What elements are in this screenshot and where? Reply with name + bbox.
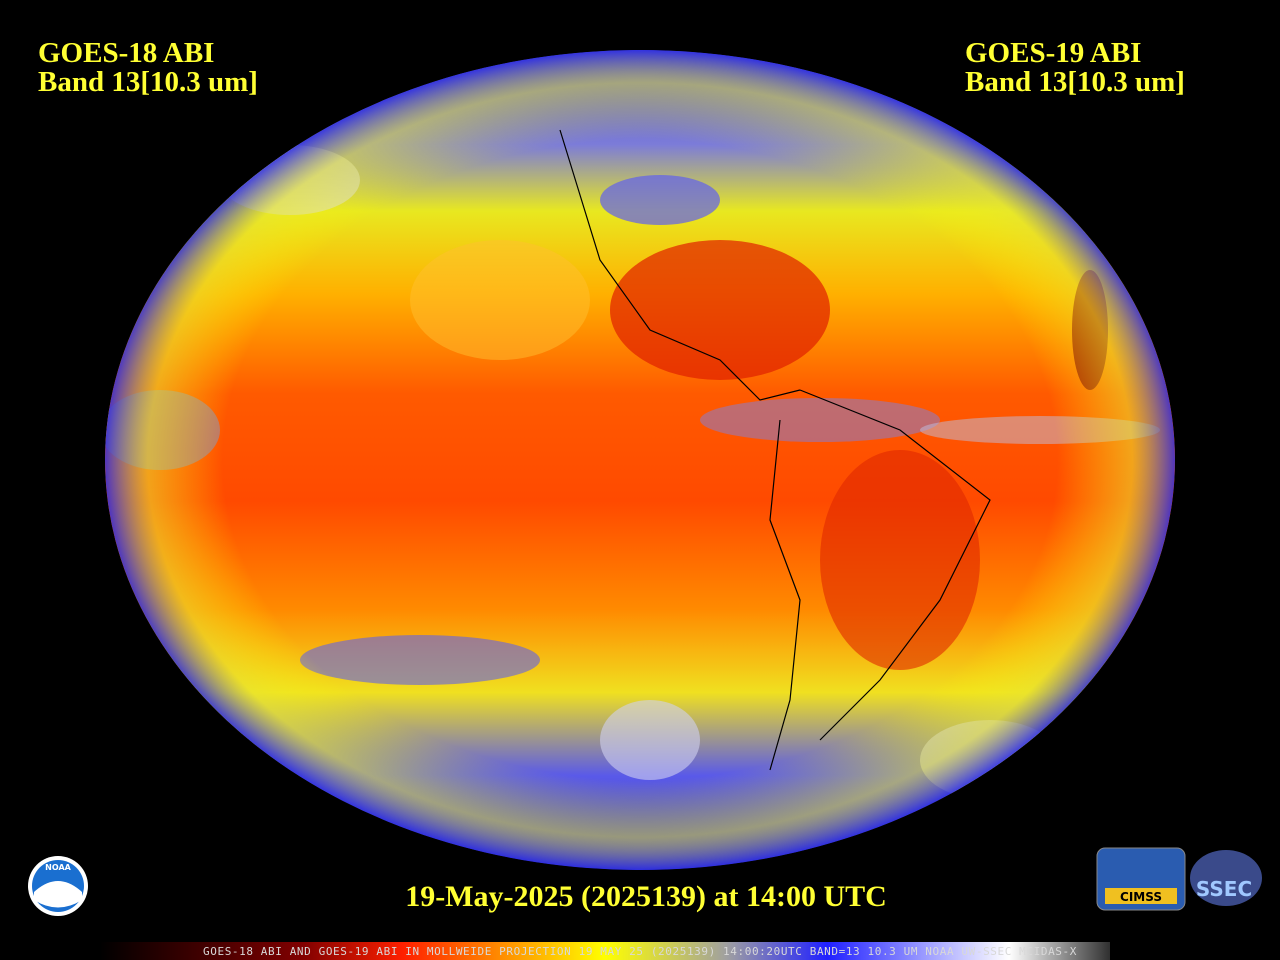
color-bar [100,942,1110,960]
timestamp: 19-May-2025 (2025139) at 14:00 UTC [405,880,887,913]
noaa-logo: NOAA [28,856,88,916]
cimss-label: CIMSS [1120,890,1162,904]
ssec-label: SSEC [1196,877,1252,901]
right-satellite: GOES-19 ABI [965,37,1141,69]
ssec-logo: SSEC [1190,850,1262,906]
globe [105,50,1175,870]
limb [105,50,1175,870]
left-band: Band 13[10.3 um] [38,66,258,98]
footer-caption: GOES-18 ABI AND GOES-19 ABI IN MOLLWEIDE… [203,945,1077,958]
right-band: Band 13[10.3 um] [965,66,1185,98]
left-satellite: GOES-18 ABI [38,37,214,69]
coastline [559,129,991,771]
noaa-label: NOAA [45,863,71,872]
cimss-logo: CIMSS [1096,847,1186,911]
logo-gull [34,881,82,908]
logo-disc [1190,850,1262,906]
logo-band [1105,888,1177,904]
